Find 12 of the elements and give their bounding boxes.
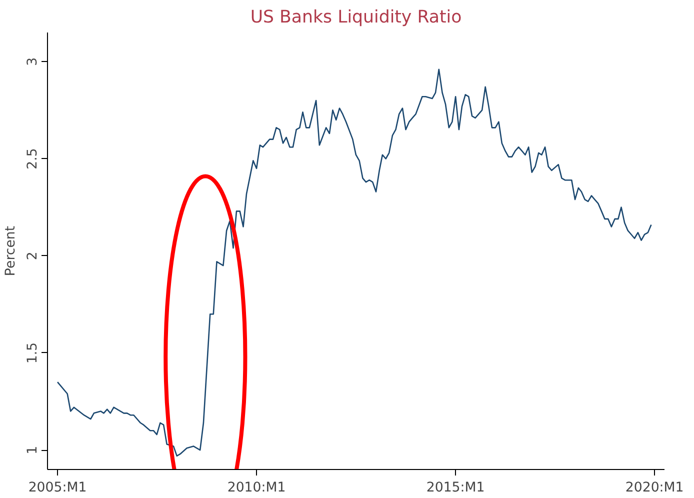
y-tick-label: 3 bbox=[26, 57, 40, 66]
x-tick-label: 2020:M1 bbox=[625, 480, 684, 496]
y-axis-title: Percent bbox=[4, 226, 18, 276]
y-tick-label: 1 bbox=[26, 446, 40, 454]
x-tick-label: 2010:M1 bbox=[227, 480, 286, 496]
chart-title: US Banks Liquidity Ratio bbox=[250, 8, 462, 28]
y-tick-label: 2.5 bbox=[26, 148, 40, 170]
x-tick-label: 2005:M1 bbox=[28, 480, 87, 496]
y-tick-label: 1.5 bbox=[26, 342, 40, 364]
line-series bbox=[56, 68, 652, 457]
x-tick-label: 2015:M1 bbox=[426, 480, 485, 496]
y-tick-label: 2 bbox=[26, 252, 40, 260]
